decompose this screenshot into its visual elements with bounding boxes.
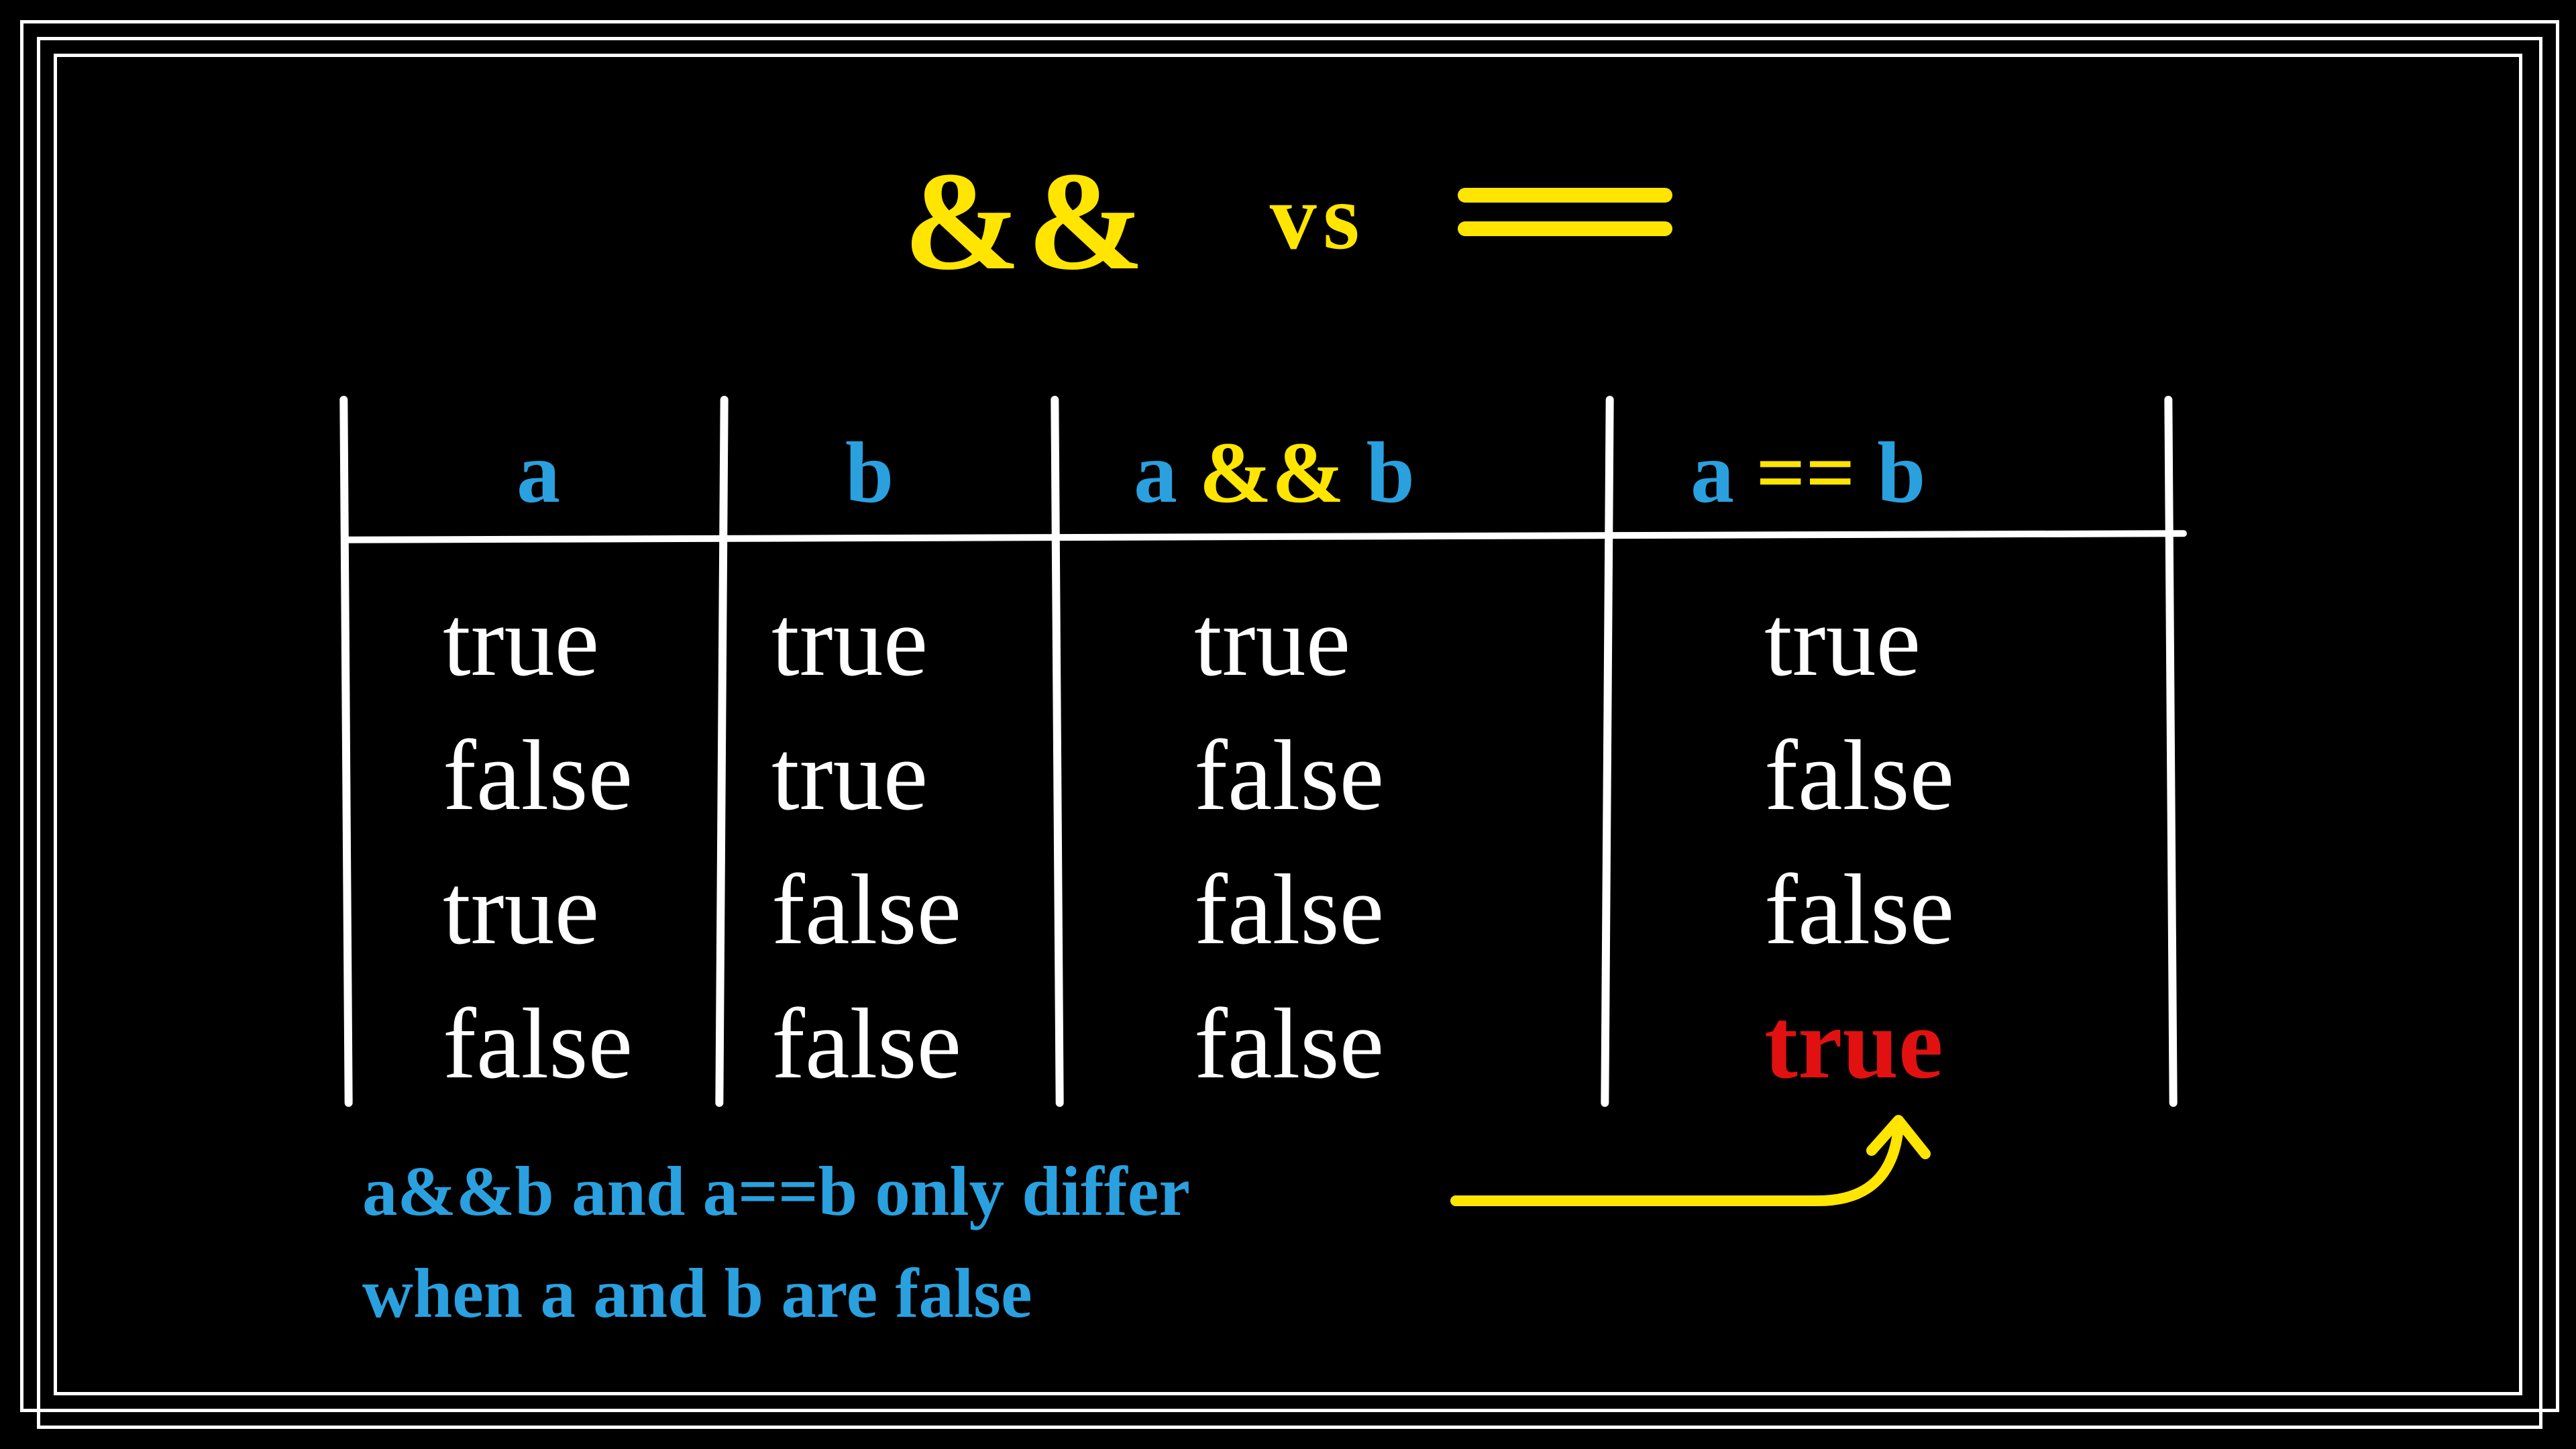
cell-a_eq_b-row0: true [1764,584,1921,699]
cell-a_and_b-row3: false [1194,986,1384,1102]
column-header-a_and_b: a && b [1134,423,1415,523]
cell-a-row3: false [443,986,633,1102]
cell-a-row2: true [443,852,599,967]
cell-a_eq_b-row1: false [1764,718,1954,833]
cell-b-row2: false [771,852,961,967]
cell-a_and_b-row0: true [1194,584,1350,699]
note-line-2: when a and b are false [362,1242,1190,1344]
cell-a_and_b-row1: false [1194,718,1384,833]
cell-b-row3: false [771,986,961,1102]
arrow-to-highlight [1442,1087,1952,1234]
cell-a-row1: false [443,718,633,833]
column-header-a_eq_b: a == b [1690,423,1925,523]
note-line-1: a&&b and a==b only differ [362,1140,1190,1242]
page-title: && vs [0,134,2576,296]
title-equals-operator [1458,169,1672,255]
title-and-operator: && [904,141,1151,303]
column-header-b: b [845,423,894,523]
cell-b-row0: true [771,584,928,699]
cell-a_eq_b-row2: false [1764,852,1954,967]
cell-a-row0: true [443,584,599,699]
cell-a_eq_b-row3: true [1764,986,1943,1102]
explanation-note: a&&b and a==b only differ when a and b a… [362,1140,1190,1345]
title-vs: vs [1270,165,1366,269]
column-header-a: a [517,423,560,523]
cell-a_and_b-row2: false [1194,852,1384,967]
cell-b-row1: true [771,718,928,833]
